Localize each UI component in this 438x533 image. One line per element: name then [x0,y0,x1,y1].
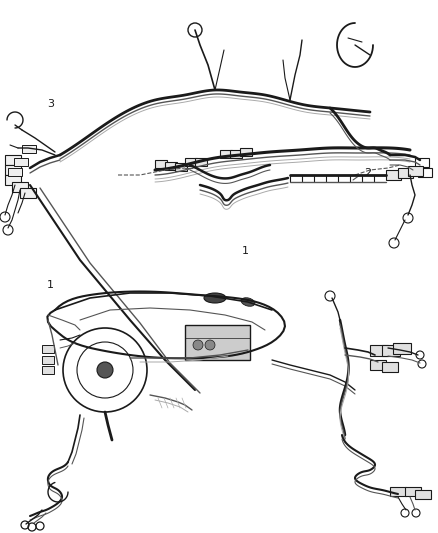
Bar [390,487,406,496]
Text: 3: 3 [47,99,54,109]
Circle shape [97,362,113,378]
Bar [405,487,421,496]
Bar [415,158,429,167]
Bar [12,182,28,192]
Bar [42,345,54,353]
Bar [382,362,398,372]
Text: 2: 2 [364,168,371,178]
Bar [393,343,411,354]
Bar [185,158,197,166]
Bar [22,145,36,153]
Bar [5,165,21,175]
Bar [195,158,207,166]
Bar [155,160,167,168]
Bar [165,162,177,170]
Bar [370,345,388,356]
Bar [386,170,401,180]
Ellipse shape [241,298,255,306]
Bar [5,155,21,165]
Bar [370,360,386,370]
Bar [230,150,242,158]
Bar [398,168,413,178]
Circle shape [205,340,215,350]
Bar [8,168,22,176]
Bar [408,166,423,176]
Bar [20,188,36,198]
Ellipse shape [204,293,226,303]
Bar [382,345,400,356]
Bar [220,150,232,158]
Bar [418,168,432,177]
Bar [185,325,250,360]
Text: 1: 1 [242,246,249,255]
Text: 1: 1 [47,280,54,290]
Bar [14,158,28,166]
Bar [240,148,252,156]
Bar [415,490,431,499]
Bar [175,163,187,171]
Circle shape [193,340,203,350]
Bar [5,175,21,185]
Bar [42,366,54,374]
Bar [42,356,54,364]
